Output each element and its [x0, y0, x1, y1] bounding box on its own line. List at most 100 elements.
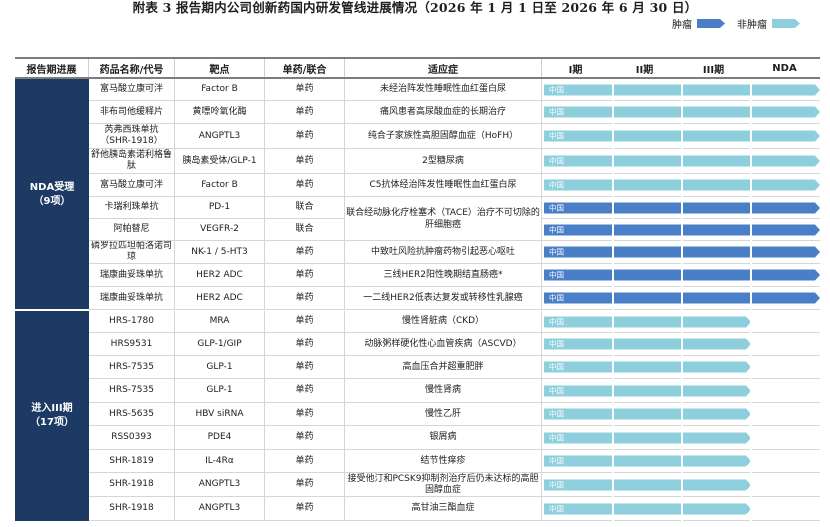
drug-name: SHR-1918 [89, 473, 175, 496]
target: 胰岛素受体/GLP-1 [175, 149, 265, 173]
drug-name: 阿帕替尼 [89, 219, 175, 240]
therapy-type: 联合 [265, 197, 345, 218]
group-nda: NDA受理 （9项） [15, 79, 89, 310]
table-title: 附表 3 报告期内公司创新药国内研发管线进展情况（2026 年 1 月 1 日至… [132, 0, 698, 15]
drug-name: HRS-5635 [89, 403, 175, 425]
target: 黄嘌呤氧化酶 [175, 101, 265, 123]
target: PDE4 [175, 426, 265, 449]
therapy-type: 单药 [265, 241, 345, 263]
table-row: 芮弗西珠单抗（SHR-1918） ANGPTL3 单药 纯合子家族性高胆固醇血症（Ho… [89, 124, 820, 149]
merged-indication-cell: 联合经动脉化疗栓塞术（TACE）治疗不可切除的肝细胞癌 [345, 197, 542, 241]
indication: 动脉粥样硬化性心血管疾病（ASCVD） [345, 333, 542, 355]
phase-divider [750, 79, 752, 521]
therapy-type: 联合 [265, 219, 345, 240]
header-indication: 适应症 [345, 59, 542, 77]
header-name: 药品名称/代号 [89, 59, 175, 77]
progress-arrow-icon [544, 338, 751, 350]
table-row: HRS-7535 GLP-1 单药 高血压合并超重肥胖 中国 [89, 356, 820, 379]
drug-name: HRS9531 [89, 333, 175, 355]
group-phase3-count: （17项） [30, 417, 74, 428]
target: VEGFR-2 [175, 219, 265, 240]
region-label: 中国 [549, 180, 564, 190]
indication: 银屑病 [345, 426, 542, 449]
legend: 肿瘤 非肿瘤 [660, 16, 800, 31]
target: IL-4Rα [175, 450, 265, 472]
region-label: 中国 [549, 409, 564, 419]
therapy-type: 单药 [265, 403, 345, 425]
indication: 慢性肾病 [345, 379, 542, 402]
header-stage: 报告期进展 [15, 59, 89, 77]
region-label: 中国 [549, 317, 564, 326]
drug-name: HRS-1780 [89, 311, 175, 332]
header-phase-2: II期 [611, 59, 680, 77]
table-row: HRS9531 GLP-1/GIP 单药 动脉粥样硬化性心血管疾病（ASCVD） 中国 [89, 333, 820, 356]
therapy-type: 单药 [265, 497, 345, 520]
progress-arrow-icon [544, 408, 751, 420]
therapy-type: 单药 [265, 174, 345, 196]
therapy-type: 单药 [265, 264, 345, 286]
indication: 慢性乙肝 [345, 403, 542, 425]
table-row: HRS-1780 MRA 单药 慢性肾脏病（CKD） 中国 [89, 311, 820, 333]
phase-progress-cell: 中国 [542, 450, 820, 472]
non-oncology-arrow-icon [772, 19, 800, 28]
indication: 一二线HER2低表达复发或转移性乳腺癌 [345, 287, 542, 309]
indication: 结节性痒疹 [345, 450, 542, 472]
region-label: 中国 [549, 386, 564, 395]
therapy-type: 单药 [265, 426, 345, 449]
region-label: 中国 [549, 293, 564, 303]
target: HER2 ADC [175, 264, 265, 286]
table-row: 非布司他缓释片 黄嘌呤氧化酶 单药 痛风患者高尿酸血症的长期治疗 中国 [89, 101, 820, 124]
target: HER2 ADC [175, 287, 265, 309]
indication: 高甘油三酯血症 [345, 497, 542, 520]
region-label: 中国 [549, 156, 564, 166]
therapy-type: 单药 [265, 473, 345, 496]
progress-arrow-icon [544, 385, 751, 396]
drug-name: HRS-7535 [89, 356, 175, 378]
drug-name: HRS-7535 [89, 379, 175, 402]
progress-arrow-icon [544, 455, 751, 467]
target: HBV siRNA [175, 403, 265, 425]
region-label: 中国 [549, 131, 564, 141]
target: NK-1 / 5-HT3 [175, 241, 265, 263]
therapy-type: 单药 [265, 333, 345, 355]
region-label: 中国 [549, 247, 564, 257]
therapy-type: 单药 [265, 287, 345, 309]
phase-divider [681, 79, 683, 521]
table-row: SHR-1918 ANGPTL3 单药 高甘油三酯血症 中国 [89, 497, 820, 521]
indication: 三线HER2阳性晚期结直肠癌* [345, 264, 542, 286]
group-nda-label: NDA受理 [29, 181, 75, 193]
target: ANGPTL3 [175, 473, 265, 496]
therapy-type: 单药 [265, 149, 345, 173]
progress-arrow-icon [544, 361, 751, 373]
drug-name: 非布司他缓释片 [89, 101, 175, 123]
progress-bar: 中国 [544, 338, 751, 350]
table-row: 舒他胰岛素诺利格鲁肽 胰岛素受体/GLP-1 单药 2型糖尿病 中国 [89, 149, 820, 174]
target: Factor B [175, 174, 265, 196]
indication: C5抗体经治阵发性睡眠性血红蛋白尿 [345, 174, 542, 196]
target: Factor B [175, 79, 265, 100]
region-label: 中国 [549, 225, 564, 234]
progress-bar: 中国 [544, 385, 751, 396]
table-row: 瑞康曲妥珠单抗 HER2 ADC 单药 三线HER2阳性晚期结直肠癌* 中国 [89, 264, 820, 287]
indication: 纯合子家族性高胆固醇血症（HoFH） [345, 124, 542, 148]
drug-name: 芮弗西珠单抗（SHR-1918） [89, 124, 175, 148]
table-row: RSS0393 PDE4 单药 银屑病 中国 [89, 426, 820, 450]
table-row: 富马酸立康可泮 Factor B 单药 未经治阵发性睡眠性血红蛋白尿 中国 [89, 79, 820, 101]
phase-progress-cell: 中国 [542, 356, 820, 378]
progress-bar: 中国 [544, 432, 751, 443]
therapy-type: 单药 [265, 124, 345, 148]
therapy-type: 单药 [265, 311, 345, 332]
drug-name: 瑞康曲妥珠单抗 [89, 287, 175, 309]
drug-name: RSS0393 [89, 426, 175, 449]
drug-name: 瑞康曲妥珠单抗 [89, 264, 175, 286]
group-nda-count: （9项） [33, 195, 71, 207]
legend-non-oncology: 非肿瘤 [737, 16, 800, 31]
indication: 慢性肾脏病（CKD） [345, 311, 542, 332]
progress-arrow-icon [544, 316, 751, 327]
region-label: 中国 [549, 480, 564, 489]
region-label: 中国 [549, 85, 564, 94]
indication: 中致吐风险抗肿瘤药物引起恶心呕吐 [345, 241, 542, 263]
progress-bar: 中国 [544, 479, 751, 490]
progress-bar: 中国 [544, 503, 751, 514]
region-label: 中国 [549, 339, 564, 349]
